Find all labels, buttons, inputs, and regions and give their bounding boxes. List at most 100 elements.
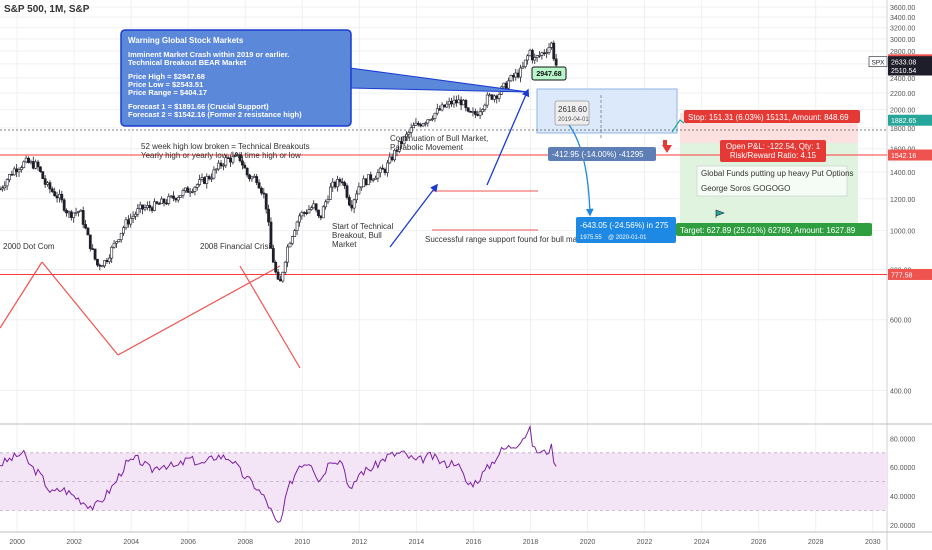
candle-body [169,195,173,198]
candle-body [202,177,206,184]
candle-body [214,168,218,171]
candle-body [347,197,351,206]
candle-body [462,100,465,106]
candle-body [290,236,294,244]
candle-body [145,205,149,208]
candle-body [452,99,456,105]
x-tick-label: 2024 [694,539,710,546]
warning-range: Price Range = $404.17 [128,88,207,97]
candle-body [283,261,287,273]
price-label: 1882.65 [891,118,916,125]
candle-body [24,157,28,163]
annotation-start-2: Breakout, Bull [332,231,382,240]
y-axis-ticks: 400.00600.00800.001000.001200.001400.001… [890,5,915,395]
candle-body [535,55,539,58]
candle-body [8,173,11,180]
x-tick-label: 2004 [123,539,139,546]
price-label: 1542.16 [891,153,916,160]
candle-body [497,93,501,99]
candle-body [12,168,16,176]
candle-body [46,182,49,185]
y-tick-label: 3200.00 [890,26,915,33]
flag-icon [715,209,725,218]
candle-body [131,215,135,219]
candle-body [357,186,361,195]
candle-body [17,169,21,173]
candle-body [74,211,78,214]
candle-body [141,204,145,210]
candle-body [364,178,368,186]
candle-body [39,166,42,172]
candle-body [126,219,130,225]
rsi-tick-label: 40.0000 [890,494,915,501]
candle-body [124,219,128,228]
candle-body [526,55,530,61]
candle-body [172,195,175,199]
candle-body [324,201,328,208]
candle-body [67,211,71,214]
candle-body [271,248,275,263]
candle-body [174,197,178,201]
warning-forecast1: Forecast 1 = $1891.66 (Crucial Support) [128,102,269,111]
annotation-breakouts-1: 52 week high low broken = Technical Brea… [141,142,310,151]
candle-body [117,239,121,242]
candle-body [81,210,85,225]
candle-body [459,99,463,106]
rsi-axis-ticks: 20.0000 40.0000 60.0000 80.0000 [890,436,915,529]
candle-body [383,168,387,173]
candle-body [276,271,280,280]
target-label-box [676,223,872,236]
candle-body [514,72,518,78]
candle-body [414,122,418,126]
candle-body [390,156,394,161]
candle-body [134,213,137,217]
price-label: 2633.08 [891,60,916,67]
candle-body [164,202,168,205]
x-tick-label: 2010 [295,539,311,546]
annotation-crisis: 2008 Financial Crisis [200,242,274,251]
candle-body [60,193,64,201]
pnl-line1: Open P&L: -122.54, Qty: 1 [726,142,821,151]
candle-body [295,221,299,231]
candle-body [447,100,451,105]
candle-body [450,100,453,105]
candle-body [326,199,330,203]
candle-body [309,207,313,210]
candle-body [445,103,449,108]
candle-body [243,164,247,169]
marker-value: 2618.60 [558,105,587,114]
candle-body [386,162,389,173]
candle-body [55,195,59,199]
candle-body [150,207,154,211]
candle-body [443,104,446,108]
candle-body [217,162,221,170]
candle-body [397,141,401,152]
candle-body [471,111,475,113]
candle-body [528,49,532,57]
y-tick-label: 2400.00 [890,76,915,83]
candle-body [305,212,308,214]
candle-body [362,178,366,188]
candle-body [241,160,244,166]
candle-body [371,179,375,181]
y-tick-label: 600.00 [890,318,912,325]
candle-body [540,52,544,56]
candle-body [274,262,278,273]
x-axis-ticks: 2000 2002 2004 2006 2008 2010 2012 2014 2016 2018… [9,539,880,546]
funds-line1: Global Funds putting up heavy Put Option… [701,169,854,178]
candle-body [179,195,183,198]
candle-body [338,179,342,183]
candle-body [262,192,266,195]
candle-body [183,187,187,191]
candle-body [195,184,199,188]
candle-body [554,58,558,66]
candle-body [267,208,270,223]
candle-body [440,104,444,111]
candle-body [314,203,318,211]
candle-body [402,136,406,145]
candle-body [186,187,190,193]
candle-body [115,241,118,244]
candle-body [188,191,192,194]
x-tick-label: 2012 [352,539,368,546]
